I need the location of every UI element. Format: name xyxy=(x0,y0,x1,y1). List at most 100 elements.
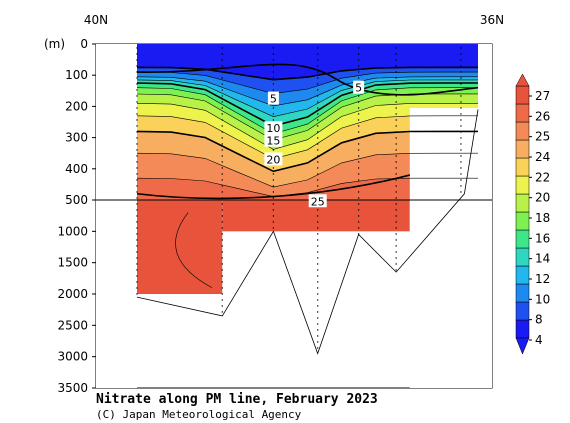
station-sample-dot xyxy=(357,185,360,187)
station-sample-dot xyxy=(357,179,360,181)
station-sample-dot xyxy=(317,119,319,121)
station-sample-dot xyxy=(357,221,360,223)
station-sample-dot xyxy=(317,95,319,97)
station-sample-dot xyxy=(272,65,275,67)
station-sample-dot xyxy=(221,203,223,205)
station-sample-dot xyxy=(317,77,319,79)
station-sample-dot xyxy=(317,89,319,91)
station-sample-dot xyxy=(136,239,138,241)
station-sample-dot xyxy=(272,113,275,115)
station-sample-dot xyxy=(395,257,397,259)
contour-line xyxy=(136,66,478,81)
station-sample-dot xyxy=(460,185,462,187)
station-sample-dot xyxy=(460,155,462,157)
station-sample-dot xyxy=(317,167,319,169)
station-sample-dot xyxy=(317,311,319,313)
station-sample-dot xyxy=(395,209,397,211)
colorbar: 27 26 25 24 22 20 18 16 14 12 10 8 4 xyxy=(515,73,550,355)
station-sample-dot xyxy=(136,281,138,283)
contour-line xyxy=(136,76,478,107)
station-sample-dot xyxy=(395,143,397,145)
station-sample-dot xyxy=(460,47,462,49)
station-sample-dot xyxy=(357,233,360,235)
station-sample-dot xyxy=(460,59,462,61)
contour-label: 20 xyxy=(266,153,280,166)
colorbar-segment xyxy=(515,193,530,213)
colorbar-tick-label: 14 xyxy=(535,252,550,266)
colorbar-segment xyxy=(515,301,530,321)
station-sample-dot xyxy=(221,71,223,73)
colorbar-tick-label: 22 xyxy=(535,170,550,184)
contour-line xyxy=(136,71,478,94)
station-sample-dot xyxy=(272,167,275,169)
station-sample-dot xyxy=(460,125,462,127)
station-sample-dot xyxy=(357,155,360,157)
station-sample-dot xyxy=(317,137,319,139)
contour-line xyxy=(136,103,478,150)
chart-title: Nitrate along PM line, February 2023 xyxy=(96,392,378,407)
station-sample-dot xyxy=(317,113,319,115)
station-sample-dot xyxy=(272,83,275,85)
depth-tick-label: 100 xyxy=(65,68,88,82)
station-sample-dot xyxy=(221,101,223,103)
station-sample-dot xyxy=(460,95,462,97)
station-sample-dot xyxy=(395,245,397,247)
station-sample-dot xyxy=(221,107,223,109)
station-sample-dot xyxy=(317,161,319,163)
station-sample-dot xyxy=(460,191,462,193)
station-sample-dot xyxy=(460,65,462,67)
station-sample-dot xyxy=(136,161,138,163)
station-sample-dot xyxy=(221,269,223,271)
station-sample-dot xyxy=(357,95,360,97)
station-sample-dot xyxy=(221,77,223,79)
station-sample-dot xyxy=(221,227,223,229)
station-sample-dot xyxy=(317,179,319,181)
station-sample-dot xyxy=(357,47,360,49)
station-sample-dot xyxy=(221,239,223,241)
station-sample-dot xyxy=(395,77,397,79)
station-sample-dot xyxy=(221,191,223,193)
station-sample-dot xyxy=(357,209,360,211)
station-sample-dot xyxy=(357,65,360,67)
station-sample-dot xyxy=(272,59,275,61)
station-sample-dot xyxy=(221,131,223,133)
station-sample-dot xyxy=(136,263,138,265)
station-sample-dot xyxy=(136,101,138,103)
station-sample-dot xyxy=(272,77,275,79)
station-sample-dot xyxy=(317,215,319,217)
station-sample-dot xyxy=(357,53,360,55)
colorbar-segment xyxy=(515,103,530,123)
station-sample-dot xyxy=(317,149,319,151)
contour-5 xyxy=(136,63,479,96)
station-sample-dot xyxy=(395,227,397,229)
y-unit-label: (m) xyxy=(44,37,65,51)
station-sample-dot xyxy=(395,119,397,121)
station-sample-dot xyxy=(395,161,397,163)
station-sample-dot xyxy=(136,89,138,91)
station-sample-dot xyxy=(221,167,223,169)
station-sample-dot xyxy=(395,71,397,73)
station-sample-dot xyxy=(272,89,275,91)
station-sample-dot xyxy=(357,191,360,193)
station-sample-dot xyxy=(460,173,462,175)
station-sample-dot xyxy=(317,281,319,283)
station-sample-dot xyxy=(395,173,397,175)
depth-tick-label: 300 xyxy=(65,131,88,145)
station-sample-dot xyxy=(136,113,138,115)
station-sample-dot xyxy=(136,179,138,181)
bottom-topography xyxy=(136,109,479,355)
colorbar-tick-label: 4 xyxy=(535,333,543,347)
station-sample-dot xyxy=(357,203,360,205)
station-sample-dot xyxy=(272,227,275,229)
station-sample-dot xyxy=(460,83,462,85)
colorbar-tick-label: 8 xyxy=(535,313,543,327)
station-sample-dot xyxy=(357,215,360,217)
station-sample-dot xyxy=(357,101,360,103)
station-sample-dot xyxy=(272,197,275,199)
station-sample-dot xyxy=(317,233,319,235)
station-sample-dot xyxy=(136,125,138,127)
contour-label-bg xyxy=(267,91,279,105)
station-sample-dot xyxy=(317,155,319,157)
station-sample-dot xyxy=(221,137,223,139)
